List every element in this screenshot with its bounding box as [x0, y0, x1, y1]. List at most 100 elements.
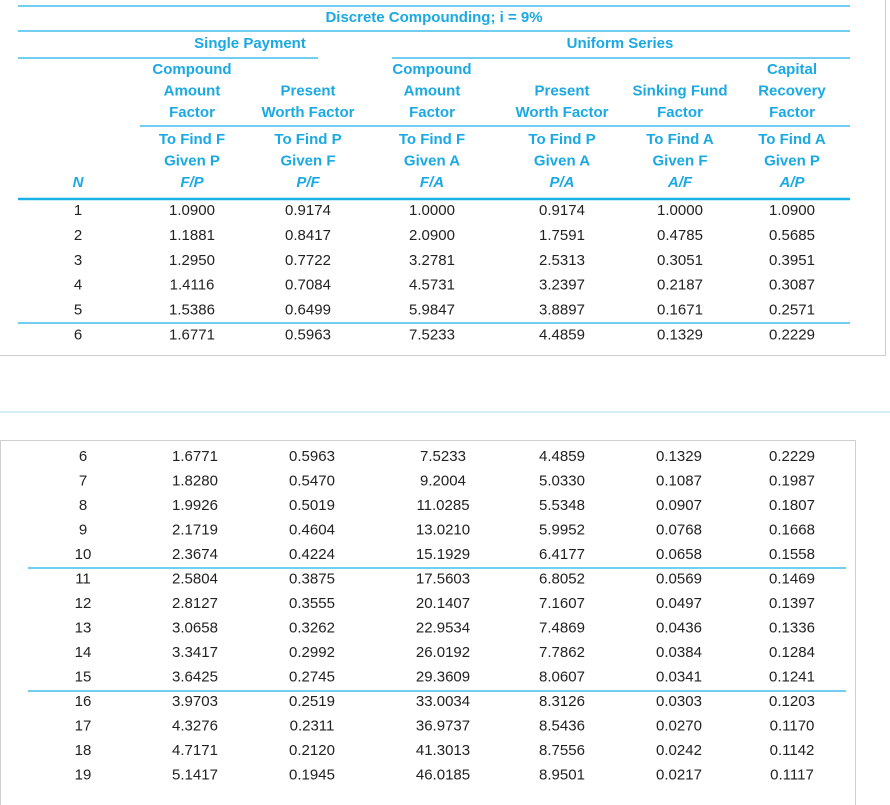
cell: 0.1336 — [769, 619, 815, 636]
cell: 0.2745 — [289, 668, 335, 685]
cell: 1.4116 — [170, 277, 215, 294]
cell: 0.1945 — [289, 766, 335, 783]
column-symbol: F/A — [420, 174, 444, 191]
column-header: Factor — [169, 104, 215, 121]
cell: 0.1807 — [769, 497, 815, 514]
column-find: To Find P — [274, 131, 341, 148]
cell: 3.0658 — [172, 619, 218, 636]
column-header: Factor — [409, 104, 455, 121]
cell: 4.5731 — [409, 277, 455, 294]
cell: 46.0185 — [416, 766, 470, 783]
column-header: Capital — [767, 61, 817, 78]
cell: 1.0000 — [409, 202, 455, 219]
cell: 4.4859 — [539, 326, 585, 343]
cell: 5.5348 — [539, 497, 585, 514]
cell: 14 — [75, 644, 92, 661]
cell: 0.0384 — [656, 644, 702, 661]
cell: 6.4177 — [539, 546, 585, 563]
cell: 0.3087 — [769, 277, 815, 294]
column-header: Compound — [392, 61, 471, 78]
cell: 0.0569 — [656, 570, 702, 587]
cell: 0.2229 — [769, 326, 815, 343]
cell: 0.1469 — [769, 570, 815, 587]
cell: 0.5470 — [289, 472, 335, 489]
column-header: Amount — [404, 82, 461, 99]
column-find: Given A — [404, 152, 460, 169]
cell: 0.1668 — [769, 521, 815, 538]
cell: 33.0034 — [416, 693, 470, 710]
cell: 3.3417 — [172, 644, 218, 661]
cell: 10 — [75, 546, 92, 563]
cell: 1.0900 — [169, 202, 215, 219]
cell: 3.9703 — [172, 693, 218, 710]
cell: 3.2397 — [539, 277, 585, 294]
cell: 26.0192 — [416, 644, 470, 661]
cell: 0.2229 — [769, 448, 815, 465]
cell: 0.5685 — [769, 227, 815, 244]
cell: 0.1087 — [656, 472, 702, 489]
cell: 0.1142 — [770, 742, 815, 759]
cell: 0.0658 — [656, 546, 702, 563]
cell: 0.0497 — [656, 595, 702, 612]
cell: 1.6771 — [172, 448, 218, 465]
cell: 1.6771 — [169, 326, 215, 343]
cell: 4.7171 — [172, 742, 218, 759]
cell: 0.7722 — [285, 252, 331, 269]
cell: 2.5313 — [539, 252, 585, 269]
column-header: Present — [280, 82, 335, 99]
group-header: Single Payment — [194, 35, 306, 52]
column-find: Given P — [764, 152, 820, 169]
cell: 0.1397 — [769, 595, 815, 612]
cell: 0.5019 — [289, 497, 335, 514]
cell: 1.0900 — [769, 202, 815, 219]
cell: 0.3262 — [289, 619, 335, 636]
cell: 8.7556 — [539, 742, 585, 759]
column-find: To Find A — [758, 131, 826, 148]
cell: 7.1607 — [539, 595, 585, 612]
cell: 2.1719 — [172, 521, 218, 538]
column-symbol: A/P — [778, 174, 805, 191]
cell: 0.1558 — [769, 546, 815, 563]
cell: 0.9174 — [539, 202, 585, 219]
column-symbol: A/F — [667, 174, 693, 191]
column-header: Compound — [152, 61, 231, 78]
table-title: Discrete Compounding; i = 9% — [325, 9, 542, 26]
cell: 11.0285 — [416, 497, 469, 514]
cell: 1.2950 — [169, 252, 215, 269]
column-header: Worth Factor — [261, 104, 354, 121]
column-header: Factor — [769, 104, 815, 121]
column-header: Amount — [164, 82, 221, 99]
column-header: Factor — [657, 104, 703, 121]
cell: 0.4785 — [657, 227, 703, 244]
cell: 5 — [74, 302, 82, 319]
cell: 4.4859 — [539, 448, 585, 465]
cell: 17.5603 — [416, 570, 470, 587]
cell: 2.5804 — [172, 570, 218, 587]
column-find: To Find F — [399, 131, 465, 148]
cell: 0.2187 — [657, 277, 703, 294]
cell: 0.3951 — [769, 252, 815, 269]
cell: 41.3013 — [416, 742, 470, 759]
cell: 11 — [75, 570, 91, 587]
cell: 8.9501 — [539, 766, 585, 783]
cell: 5.0330 — [539, 472, 585, 489]
cell: 3.6425 — [172, 668, 218, 685]
cell: 0.5963 — [285, 326, 331, 343]
cell: 4.3276 — [172, 717, 218, 734]
cell: 7 — [79, 472, 87, 489]
column-header: Worth Factor — [515, 104, 608, 121]
cell: 0.2992 — [289, 644, 335, 661]
cell: 2 — [74, 227, 82, 244]
cell: 0.4604 — [289, 521, 335, 538]
cell: 0.1284 — [769, 644, 815, 661]
column-find: Given P — [164, 152, 220, 169]
cell: 0.0768 — [656, 521, 702, 538]
cell: 8.3126 — [539, 693, 585, 710]
cell: 19 — [75, 766, 92, 783]
column-symbol: P/A — [549, 174, 574, 191]
column-header: Recovery — [758, 82, 826, 99]
column-find: Given A — [534, 152, 590, 169]
group-header: Uniform Series — [567, 35, 674, 52]
